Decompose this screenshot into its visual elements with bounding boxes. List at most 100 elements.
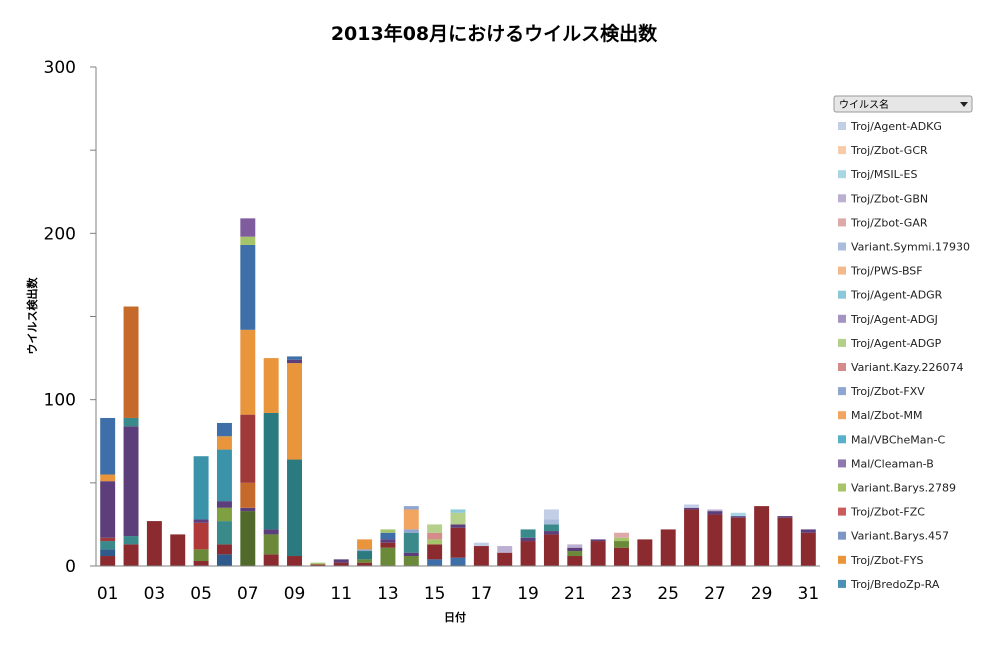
bar-stack-23 (614, 532, 629, 566)
bar-stack-16 (450, 509, 466, 566)
x-tick-label: 03 (144, 584, 166, 604)
bar-stack-25 (660, 529, 676, 566)
legend-item: Mal/Cleaman-B (838, 457, 934, 470)
bar-stack-22 (590, 539, 606, 566)
bar-segment (497, 546, 513, 553)
bar-segment (263, 358, 279, 413)
bar-segment (193, 522, 209, 550)
bar-segment (123, 417, 139, 427)
legend-swatch (838, 218, 846, 227)
bar-segment (543, 509, 559, 520)
bar-segment (497, 552, 513, 566)
legend-swatch (838, 435, 846, 444)
legend-label: Troj/BredoZp-RA (850, 578, 940, 591)
bar-segment (450, 512, 466, 525)
bar-stacks (100, 218, 816, 566)
bar-segment (357, 559, 373, 563)
bar-segment (240, 414, 256, 483)
bar-segment (287, 359, 302, 364)
bar-stack-15 (427, 524, 443, 566)
bar-segment (707, 511, 723, 515)
legend-label: Troj/Zbot-FXV (850, 385, 925, 398)
bar-segment (287, 459, 302, 557)
legend: ウイルス名 Troj/Agent-ADKG Troj/Zbot-GCR Troj/M… (833, 95, 973, 591)
bar-segment (216, 422, 232, 437)
bar-segment (427, 539, 443, 545)
y-tick-label: 200 (44, 224, 76, 244)
bar-segment (123, 426, 139, 537)
bar-segment (357, 551, 373, 560)
legend-label: Variant.Kazy.226074 (851, 361, 963, 374)
bar-segment (123, 306, 139, 418)
bar-segment (450, 524, 466, 528)
legend-item: Troj/Zbot-FYS (838, 554, 923, 567)
x-axis: 01 03 05 07 09 11 13 15 17 19 21 23 25 27 29 31 (97, 584, 819, 604)
legend-swatch (838, 459, 846, 468)
legend-label: Troj/Zbot-GBN (850, 192, 928, 205)
bar-segment (100, 481, 116, 538)
legend-filter-button[interactable]: ウイルス名 (833, 95, 973, 113)
bar-segment (100, 541, 116, 550)
bar-segment (614, 541, 629, 548)
legend-swatch (838, 194, 846, 203)
legend-swatch (838, 507, 846, 516)
bar-segment (590, 539, 606, 542)
bar-segment (707, 509, 723, 512)
bar-segment (216, 521, 232, 545)
bar-segment (310, 562, 326, 565)
bar-segment (333, 559, 349, 563)
legend-item: Troj/MSIL-ES (838, 168, 917, 181)
bar-segment (590, 541, 606, 566)
legend-label: Mal/Cleaman-B (851, 457, 934, 470)
bar-segment (380, 539, 396, 543)
legend-item: Troj/Agent-ADGJ (838, 313, 938, 326)
legend-swatch (838, 579, 846, 588)
legend-swatch (838, 290, 846, 299)
bar-stack-29 (754, 506, 770, 566)
bar-segment (567, 551, 583, 557)
bar-segment (567, 547, 583, 552)
y-tick-label: 0 (65, 557, 76, 577)
legend-swatch (838, 531, 846, 540)
bar-segment (427, 559, 443, 566)
bar-segment (100, 537, 116, 542)
bar-segment (216, 554, 232, 566)
legend-label: Troj/Agent-ADKG (850, 120, 942, 133)
legend-label: Variant.Barys.457 (851, 530, 949, 543)
dropdown-arrow-icon (960, 102, 968, 107)
bar-segment (170, 534, 186, 566)
bar-stack-20 (543, 509, 559, 566)
bar-segment (800, 529, 816, 533)
bar-segment (427, 544, 443, 560)
bar-segment (100, 556, 116, 566)
bar-stack-17 (473, 542, 489, 566)
bar-segment (380, 542, 396, 548)
bar-segment (263, 529, 279, 535)
legend-label: Troj/Zbot-FZC (850, 506, 925, 519)
bar-stack-28 (730, 512, 746, 566)
bar-stack-01 (100, 417, 116, 566)
bar-segment (263, 412, 279, 530)
bar-segment (357, 562, 373, 566)
chart-title: 2013年08月におけるウイルス検出数 (331, 22, 658, 45)
bar-segment (380, 529, 396, 533)
bar-segment (637, 539, 653, 566)
x-tick-label: 17 (471, 584, 493, 604)
bar-segment (520, 537, 536, 542)
bar-segment (614, 537, 629, 542)
bar-stack-27 (707, 509, 723, 566)
legend-item: Troj/Zbot-GBN (838, 192, 928, 205)
x-tick-label: 21 (564, 584, 586, 604)
legend-swatch (838, 170, 846, 179)
bar-segment (614, 532, 629, 538)
bar-segment (240, 329, 256, 415)
bar-segment (240, 507, 256, 512)
bar-segment (473, 542, 489, 547)
bar-segment (100, 474, 116, 482)
bar-segment (403, 509, 419, 530)
x-tick-label: 25 (657, 584, 679, 604)
x-tick-label: 13 (377, 584, 399, 604)
x-tick-label: 15 (424, 584, 446, 604)
bar-segment (730, 517, 746, 566)
y-axis-label: ウイルス検出数 (25, 277, 39, 355)
